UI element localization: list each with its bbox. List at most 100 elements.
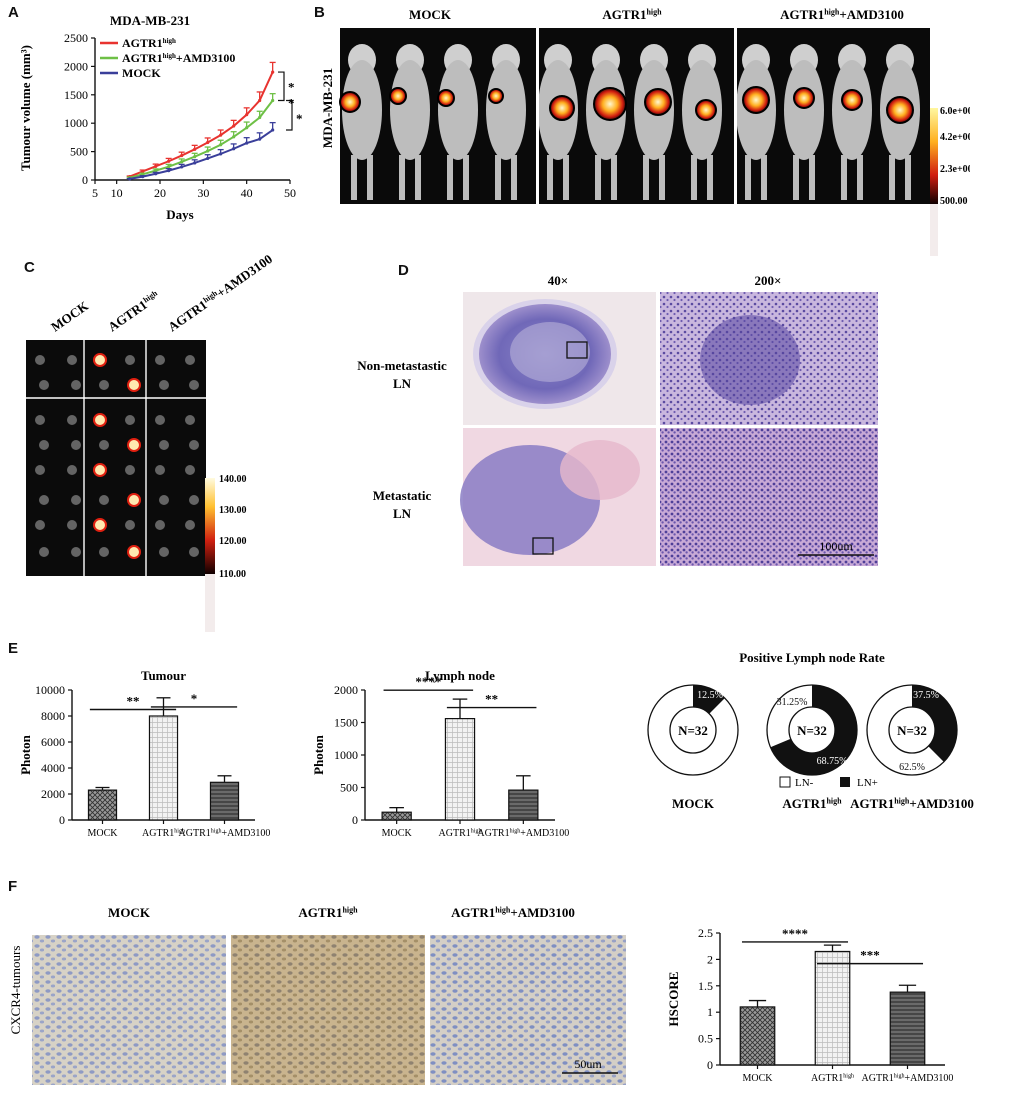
panel-c-colorbar-labels: 140.00 130.00 120.00 110.00 xyxy=(219,474,247,580)
panel-a-legend-label: MOCK xyxy=(122,66,161,80)
panel-e-pie-percent: 12.5% xyxy=(697,690,723,701)
panel-c-organ xyxy=(125,520,135,530)
panel-c-organ xyxy=(127,493,141,507)
panel-a-point xyxy=(245,126,249,130)
panel-c-organ xyxy=(185,415,195,425)
panel-c-group-header: MOCK xyxy=(48,298,92,335)
panel-f-hscore-ytick-label: 1 xyxy=(707,1005,713,1019)
panel-e-tumour-ytick-label: 4000 xyxy=(41,761,65,775)
panel-e-lymph-category-label: AGTR1high xyxy=(439,828,482,839)
panel-e-tumour-chart: Tumour Photon 0 2000 4000 6000 8000 10000 MOCK AG… xyxy=(18,668,270,839)
panel-e-lymph-category-label: MOCK xyxy=(382,828,413,839)
panel-a-point xyxy=(271,70,275,74)
panel-f-hscore-sig-stars: **** xyxy=(782,926,808,941)
panel-d-zoom-box-2 xyxy=(532,537,554,555)
panel-f-hscore-ytick-label: 0 xyxy=(707,1058,713,1072)
panel-e-pie-group-label: AGTR1high xyxy=(782,796,842,811)
panel-c-organ xyxy=(159,495,169,505)
panel-b-colorbar-label: 500.00 xyxy=(940,196,968,207)
panel-f-hscore-ytick-label: 0.5 xyxy=(698,1032,713,1046)
panel-a-point xyxy=(258,115,262,120)
panel-b-group-divider xyxy=(734,28,737,204)
panel-e-tumour-ytick-label: 10000 xyxy=(35,683,65,697)
panel-a-ytick-label: 1000 xyxy=(64,116,88,130)
panel-e-tumour-ytick-label: 0 xyxy=(59,813,65,827)
panel-b-ylabel: MDA-MB-231 xyxy=(320,68,335,148)
panel-e-tumour-bar xyxy=(87,789,118,821)
panel-c-colorbar-label: 140.00 xyxy=(219,474,247,485)
panel-e-pie-center: N=32 xyxy=(897,723,927,738)
panel-a-line-chart: MDA-MB-231 Tumour volume (mm³) Days 0 500… xyxy=(18,13,303,222)
panel-b-signal xyxy=(695,99,717,121)
panel-b-group-divider xyxy=(536,28,539,204)
panel-c-organ xyxy=(39,380,49,390)
panel-a-point xyxy=(245,113,249,117)
panel-c-organ xyxy=(159,440,169,450)
panel-a-xtick-label: 40 xyxy=(241,186,253,200)
panel-a-xtick-label: 5 xyxy=(92,186,98,200)
panel-c-organ xyxy=(39,495,49,505)
panel-e-legend-neg: LN- xyxy=(795,777,814,789)
panel-e-label: E xyxy=(8,640,19,657)
panel-c-organ xyxy=(93,413,107,427)
panel-c-organ xyxy=(155,355,165,365)
panel-f-image-agtr1-amd xyxy=(430,935,626,1085)
panel-a-sig-bracket xyxy=(286,99,293,131)
panel-a-point xyxy=(219,133,223,137)
panel-e-tumour-ylabel: Photon xyxy=(18,734,33,775)
panel-e-pie-hole xyxy=(669,706,717,754)
panel-a-sig-star: * xyxy=(288,95,295,110)
panel-c-organ xyxy=(155,415,165,425)
panel-f-group-headers: MOCK AGTR1high AGTR1high+AMD3100 xyxy=(108,905,575,920)
panel-f-image-mock xyxy=(32,935,226,1085)
panel-e-lymph-category-label: AGTR1high+AMD3100 xyxy=(477,828,569,839)
panel-f-group-header: AGTR1high+AMD3100 xyxy=(451,905,575,920)
panel-e-tumour-category-label: MOCK xyxy=(87,828,118,839)
panel-b-mice xyxy=(339,28,920,204)
panel-d-mag-200x: 200× xyxy=(755,273,782,288)
panel-a-point xyxy=(154,164,158,168)
panel-e-legend-pos: LN+ xyxy=(857,777,878,789)
panel-c-group-header: AGTR1high+AMD3100 xyxy=(165,251,275,334)
panel-e-lymph-ylabel: Photon xyxy=(311,734,326,775)
panel-a-ytick-label: 500 xyxy=(70,145,88,159)
panel-b-signal xyxy=(549,95,575,121)
panel-b-signal xyxy=(742,86,770,114)
panel-c-colorbar-label: 120.00 xyxy=(219,536,247,547)
panel-f-hscore-ytick-label: 2.5 xyxy=(698,926,713,940)
panel-e-legend-swatch-pos xyxy=(840,777,850,787)
panel-d-zoom-box-1 xyxy=(566,341,588,359)
panel-c-organ xyxy=(189,380,199,390)
panel-a-point xyxy=(206,149,210,153)
panel-a-point xyxy=(258,98,262,103)
panel-b-colorbar xyxy=(930,108,938,204)
panel-a-point xyxy=(180,160,184,164)
panel-c-group-header: AGTR1high xyxy=(105,288,163,335)
panel-c-label: C xyxy=(24,259,35,276)
panel-a-series-line xyxy=(129,129,274,180)
panel-c-organ xyxy=(93,518,107,532)
panel-b-group-header: AGTR1high+AMD3100 xyxy=(780,7,904,22)
panel-e-lymph-bar xyxy=(444,717,476,821)
panel-c-organ xyxy=(67,465,77,475)
panel-a-series xyxy=(126,61,276,181)
panel-a-ylabel: Tumour volume (mm³) xyxy=(18,45,33,171)
panel-a-xtick-label: 10 xyxy=(111,186,123,200)
panel-c-organ xyxy=(99,495,109,505)
panel-a-xlabel: Days xyxy=(166,207,193,222)
panel-e-pie-charts: Positive Lymph node Rate N=32 MOCK N=32 AGTR… xyxy=(647,650,974,811)
panel-a-point xyxy=(258,137,262,141)
panel-c-organ xyxy=(185,520,195,530)
panel-d-row-label: LN xyxy=(393,506,412,521)
panel-f-hscore-chart: HSCORE 0 0.5 1 1.5 2 2.5 MOCK AGTR1high AGTR1high… xyxy=(666,926,953,1084)
panel-d-histology: 40× 200× Non-metastastic LN Metastatic LN 10… xyxy=(357,273,878,566)
panel-e-tumour-ytick-label: 2000 xyxy=(41,787,65,801)
panel-a-xtick-label: 30 xyxy=(197,186,209,200)
panel-e-lymph-sig-stars: **** xyxy=(415,674,441,689)
panel-c-organ xyxy=(35,520,45,530)
panel-c-colorbar-label: 110.00 xyxy=(219,569,246,580)
panel-c-organ xyxy=(99,380,109,390)
panel-d-row-label: Metastatic xyxy=(373,488,432,503)
